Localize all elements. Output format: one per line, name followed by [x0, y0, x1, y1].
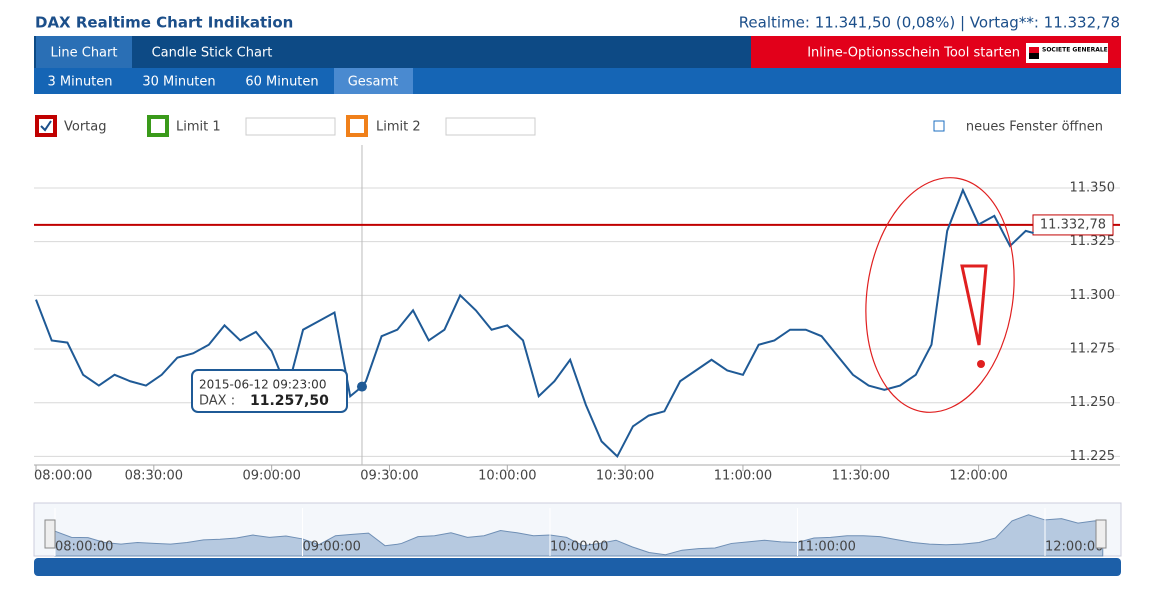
option-label: Limit 2: [376, 120, 421, 135]
x-tick-label: 10:30:00: [596, 469, 654, 484]
option-label: Vortag: [64, 120, 107, 135]
range[interactable]: 60 Minuten: [245, 75, 318, 90]
tooltip: [191, 369, 348, 413]
y-tick-label: 11.250: [1070, 395, 1116, 410]
tooltip-value: 11.257,50: [250, 393, 329, 409]
x-tick-label: 10:00:00: [478, 469, 536, 484]
quote: Realtime: 11.341,50 (0,08%) | Vortag**: …: [739, 14, 1120, 32]
navigator-area: [54, 514, 1104, 557]
range[interactable]: Gesamt: [348, 75, 399, 90]
x-tick-label: 09:00:00: [242, 469, 300, 484]
tab[interactable]: Candle Stick Chart: [152, 46, 273, 61]
logo: [1026, 43, 1108, 63]
checkbox-inner: [151, 119, 165, 133]
logo-mark: [1029, 53, 1039, 59]
annotation-mark: [960, 264, 988, 346]
navigator-label: 08:00:00: [55, 540, 113, 555]
x-tick-label: 09:30:00: [360, 469, 418, 484]
x-tick-label: 11:30:00: [832, 469, 890, 484]
y-tick-label: 11.350: [1070, 180, 1116, 195]
navigator-plot: 08:00:00 09:00:00 10:00:00 11:00:00 12:00:00: [54, 508, 1104, 557]
y-tick-label: 11.300: [1070, 288, 1116, 303]
range[interactable]: 3 Minuten: [47, 75, 112, 90]
y-tick-label: 11.275: [1070, 342, 1116, 357]
range-active[interactable]: [334, 68, 413, 94]
input[interactable]: [445, 117, 536, 136]
navigator-label: 10:00:00: [550, 540, 608, 555]
y-tick-label: 11.325: [1070, 234, 1116, 249]
range[interactable]: 30 Minuten: [142, 75, 215, 90]
tooltip-point: [356, 381, 367, 392]
tab[interactable]: Line Chart: [51, 46, 118, 61]
x-tick-label: 08:00:00: [34, 469, 92, 484]
popup-icon: [933, 120, 945, 132]
link[interactable]: neues Fenster öffnen: [966, 120, 1103, 135]
tab-bar: [34, 36, 751, 68]
logo-mark: [1029, 47, 1039, 53]
reference-box: [1032, 214, 1114, 236]
checkbox-inner: [350, 119, 364, 133]
tab-active[interactable]: [36, 36, 132, 68]
tooltip-time: 2015-06-12 09:23:00: [199, 378, 326, 392]
scrollbar[interactable]: [34, 558, 1121, 576]
tooltip-name: DAX :: [199, 394, 235, 409]
navigator-label: 11:00:00: [798, 540, 856, 555]
handle[interactable]: [1095, 519, 1107, 549]
check: [40, 120, 52, 132]
y-tick-label: 11.225: [1070, 449, 1116, 464]
reference-label: 11.332,78: [1040, 217, 1106, 232]
input[interactable]: [245, 117, 336, 136]
x-tick-label: 08:30:00: [125, 469, 183, 484]
plot: 11.225 11.250 11.275 11.300 11.325 11.350 08:0…: [34, 145, 1120, 484]
x-tick-label: 11:00:00: [714, 469, 772, 484]
annotation-dot: [977, 360, 985, 368]
handle[interactable]: [44, 519, 56, 549]
title: DAX Realtime Chart Indikation: [35, 14, 293, 32]
navigator-label: 12:00:00: [1045, 540, 1103, 555]
navigator-label: 09:00:00: [303, 540, 361, 555]
range-bar: [34, 68, 1121, 94]
line: [35, 187, 1034, 459]
option-label: Limit 1: [176, 120, 221, 135]
annotation-circle: [865, 177, 1015, 413]
logo-text: SOCIETE GENERALE: [1042, 47, 1108, 54]
x-tick-label: 12:00:00: [949, 469, 1007, 484]
tool-button-label[interactable]: Inline-Optionsschein Tool starten: [807, 46, 1020, 61]
